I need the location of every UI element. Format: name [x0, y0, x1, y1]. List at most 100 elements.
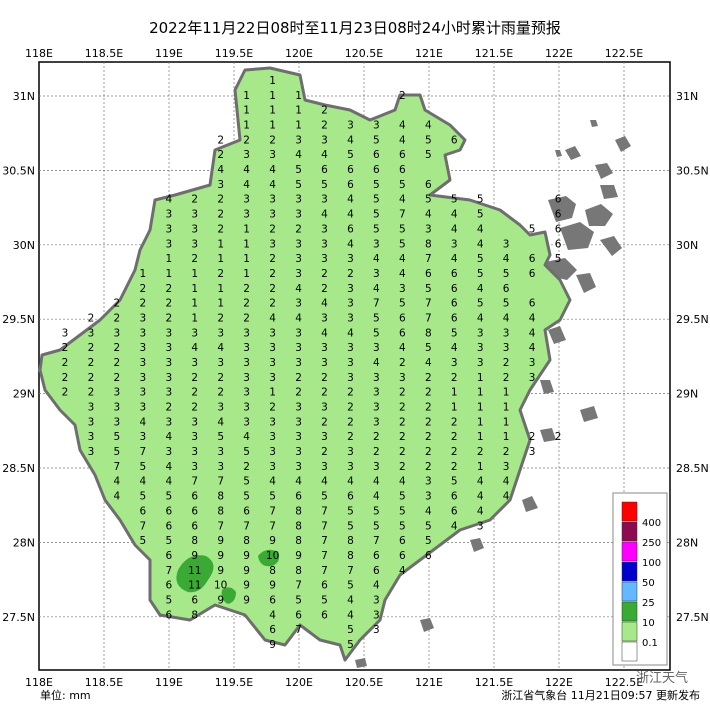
rain-value: 4 — [269, 179, 276, 191]
rain-value: 4 — [399, 120, 406, 132]
rain-value: 3 — [269, 446, 276, 458]
rain-value: 2 — [321, 446, 328, 458]
rain-value: 4 — [295, 312, 302, 324]
lon-label-bottom: 122E — [545, 676, 573, 689]
rain-value: 4 — [399, 565, 406, 577]
rain-value: 9 — [269, 639, 276, 651]
rain-value: 2 — [269, 223, 276, 235]
rain-value: 4 — [191, 342, 198, 354]
rain-value: 2 — [347, 268, 354, 280]
rain-value: 3 — [191, 416, 198, 428]
rain-10-25-areas — [176, 549, 280, 604]
rain-value: 5 — [425, 342, 432, 354]
rain-value: 6 — [321, 164, 328, 176]
rain-value: 5 — [373, 312, 380, 324]
rain-value: 4 — [399, 342, 406, 354]
rain-value: 2 — [555, 431, 562, 443]
legend-swatch — [621, 601, 638, 622]
lat-label-left: 27.5N — [2, 611, 35, 624]
rain-value: 3 — [217, 179, 224, 191]
rain-value: 9 — [217, 565, 224, 577]
rain-value: 6 — [347, 223, 354, 235]
rain-value: 1 — [451, 402, 458, 414]
rain-value: 8 — [295, 505, 302, 517]
rain-value: 1 — [477, 402, 484, 414]
rain-value: 3 — [191, 461, 198, 473]
rain-value: 4 — [425, 120, 432, 132]
rain-value: 5 — [399, 505, 406, 517]
rain-value: 5 — [451, 327, 458, 339]
rain-value: 5 — [399, 520, 406, 532]
rain-value: 4 — [373, 283, 380, 295]
rain-value: 4 — [114, 476, 121, 488]
rain-value: 6 — [373, 149, 380, 161]
rain-value: 3 — [529, 357, 536, 369]
rain-value: 2 — [321, 105, 328, 117]
rain-value: 1 — [165, 253, 172, 265]
rain-value: 3 — [140, 312, 147, 324]
rain-value: 2 — [88, 372, 95, 384]
rain-value: 6 — [373, 565, 380, 577]
rain-value: 9 — [191, 550, 198, 562]
rain-value: 7 — [165, 565, 172, 577]
rain-value: 5 — [347, 639, 354, 651]
lat-label-right: 30N — [676, 239, 698, 252]
rain-value: 9 — [243, 580, 250, 592]
rain-value: 2 — [217, 223, 224, 235]
rain-value: 5 — [347, 149, 354, 161]
rain-value: 3 — [373, 120, 380, 132]
map-frame — [38, 61, 671, 671]
rain-value: 6 — [555, 238, 562, 250]
rain-value: 8 — [269, 565, 276, 577]
rain-value: 5 — [217, 431, 224, 443]
lon-label-bottom: 122.5E — [605, 676, 643, 689]
lon-label-top: 122.5E — [605, 47, 643, 60]
rain-value: 2 — [88, 342, 95, 354]
lat-label-right: 31N — [676, 90, 698, 103]
rain-value: 3 — [477, 520, 484, 532]
rain-value: 4 — [477, 476, 484, 488]
rain-value: 6 — [191, 594, 198, 606]
rain-value: 7 — [217, 520, 224, 532]
rain-value: 4 — [477, 223, 484, 235]
legend-swatch — [621, 561, 638, 582]
rain-value: 5 — [373, 209, 380, 221]
rain-value: 7 — [321, 565, 328, 577]
rain-value: 2 — [347, 431, 354, 443]
rain-value: 3 — [295, 431, 302, 443]
rain-value: 1 — [269, 90, 276, 102]
rain-value: 8 — [191, 609, 198, 621]
rain-value: 2 — [399, 416, 406, 428]
rain-value: 2 — [321, 268, 328, 280]
rain-value: 2 — [140, 298, 147, 310]
map-title: 2022年11月22日08时至11月23日08时24小时累计雨量预报 — [149, 19, 561, 37]
rain-value: 1 — [243, 253, 250, 265]
rain-value: 5 — [295, 179, 302, 191]
rain-value: 7 — [140, 446, 147, 458]
rain-value: 4 — [503, 312, 510, 324]
rain-value: 2 — [62, 357, 69, 369]
rain-value: 4 — [347, 238, 354, 250]
rain-value: 4 — [477, 505, 484, 517]
rain-value: 3 — [373, 268, 380, 280]
rain-value: 4 — [165, 431, 172, 443]
legend-label: 10 — [642, 618, 655, 629]
rain-value: 3 — [165, 357, 172, 369]
rain-value: 4 — [217, 416, 224, 428]
rain-value: 3 — [321, 402, 328, 414]
rain-value: 3 — [347, 372, 354, 384]
rain-value: 1 — [269, 75, 276, 87]
rain-value: 3 — [295, 446, 302, 458]
rain-value: 3 — [269, 194, 276, 206]
rain-value: 8 — [347, 550, 354, 562]
rain-value: 4 — [451, 342, 458, 354]
rain-value: 4 — [399, 476, 406, 488]
rain-value: 3 — [373, 416, 380, 428]
rain-value: 6 — [399, 164, 406, 176]
rain-value: 3 — [295, 298, 302, 310]
rain-value: 2 — [88, 387, 95, 399]
rain-value: 3 — [373, 402, 380, 414]
lon-label-bottom: 121E — [415, 676, 443, 689]
rain-value: 3 — [529, 446, 536, 458]
legend-swatch — [621, 621, 638, 642]
